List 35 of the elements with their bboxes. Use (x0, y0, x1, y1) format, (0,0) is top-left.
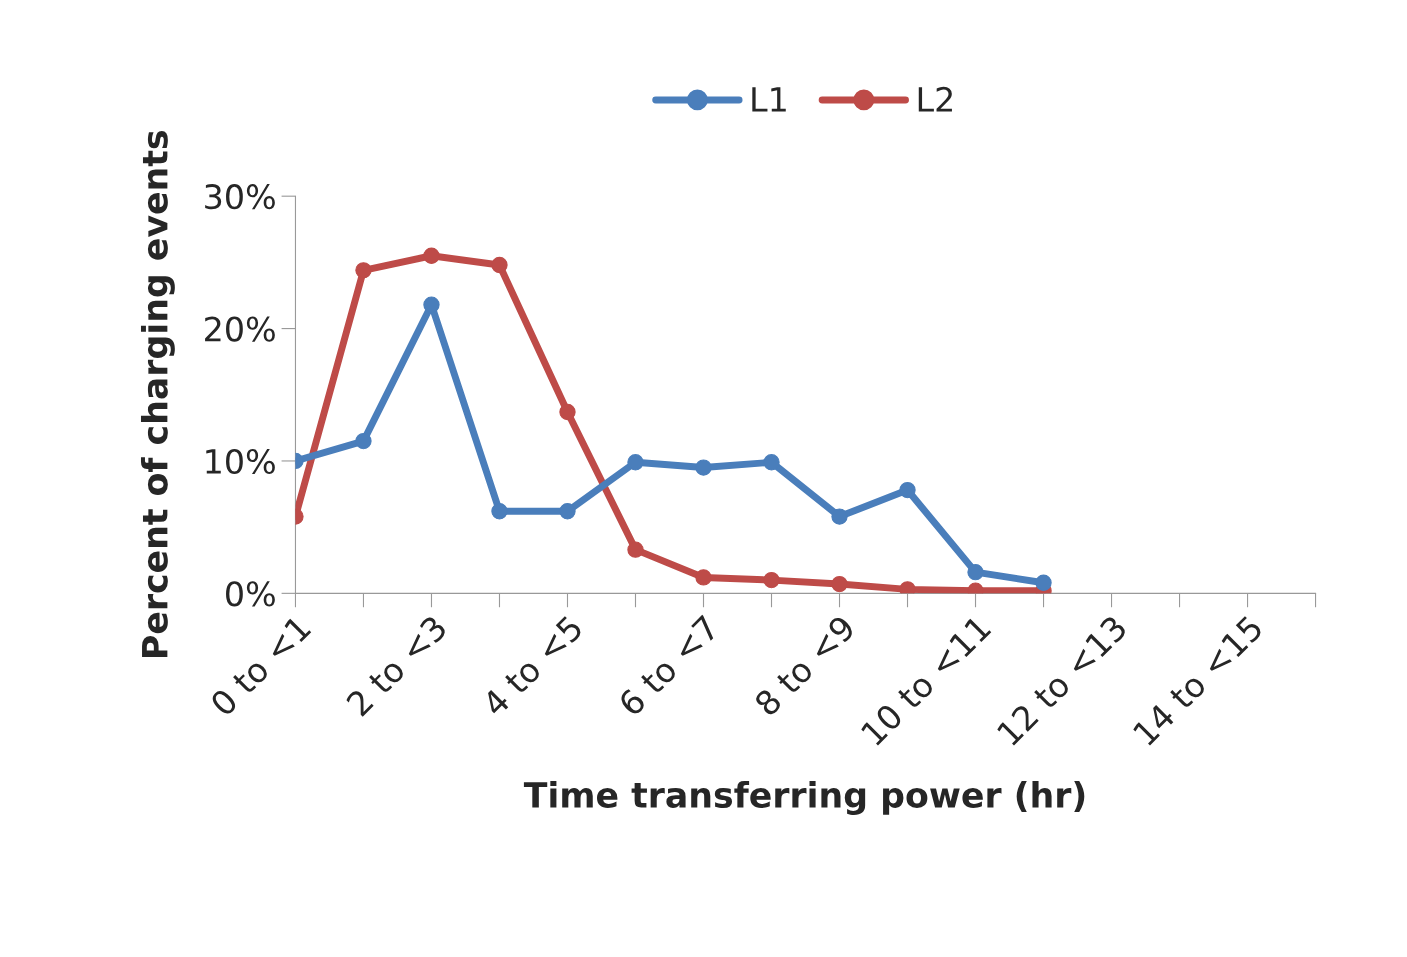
point (559, 503, 576, 520)
point (355, 262, 372, 279)
point (899, 481, 916, 499)
point (627, 454, 644, 471)
point (491, 503, 508, 520)
point (695, 569, 712, 586)
point (763, 454, 780, 471)
x-tick-label: 2 to <3 (345, 614, 448, 717)
point (627, 541, 644, 558)
point (763, 571, 780, 589)
legend-label: L1 (752, 87, 786, 112)
x-tick-label: 8 to <9 (753, 614, 857, 718)
legend-label: L2 (918, 86, 952, 112)
x-tick-label: 10 to <11 (860, 614, 992, 747)
point (831, 508, 848, 525)
x-tick-label: 14 to <15 (1132, 614, 1264, 747)
y-tick-label: 0% (226, 581, 275, 607)
point (355, 432, 372, 450)
y-axis-title: Percent of charging events (140, 131, 175, 657)
point (831, 575, 848, 593)
x-tick-label: 6 to <7 (617, 614, 720, 718)
x-axis-title: Time transferring power (hr) (523, 781, 1085, 815)
point (1035, 574, 1052, 591)
point (423, 247, 440, 264)
y-tick-label: 20% (205, 316, 275, 342)
point (695, 459, 712, 476)
point (967, 564, 984, 581)
x-tick-label: 4 to <5 (480, 614, 584, 718)
y-tick-label: 30% (205, 184, 275, 210)
y-tick-label: 10% (206, 448, 275, 475)
point (491, 256, 508, 274)
point (423, 296, 440, 313)
point (559, 403, 576, 421)
x-tick-label: 0 to <1 (209, 614, 312, 718)
x-tick-label: 12 to <13 (996, 614, 1128, 747)
